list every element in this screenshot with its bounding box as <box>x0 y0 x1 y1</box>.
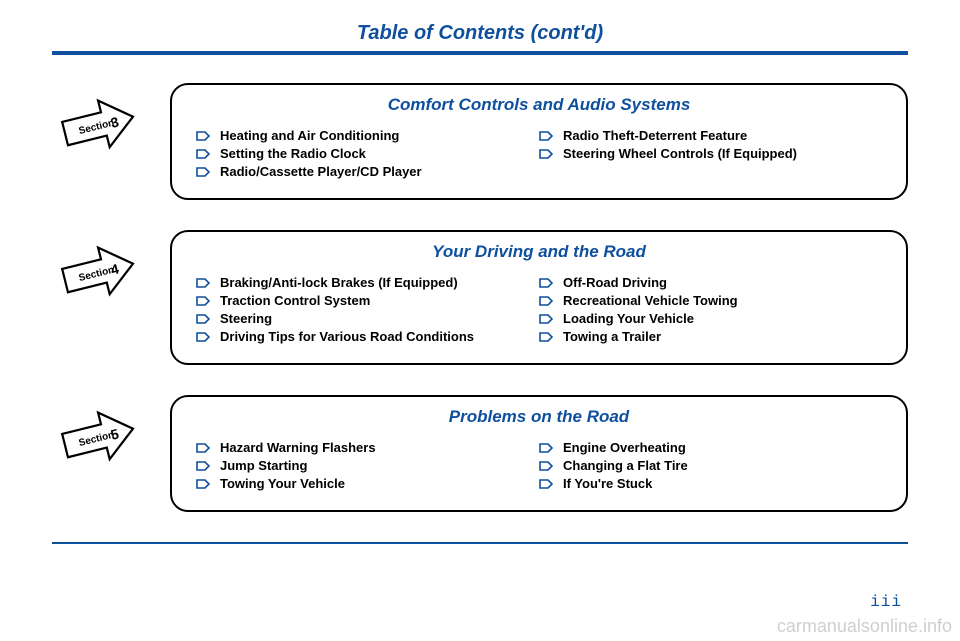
section-columns: Braking/Anti-lock Brakes (If Equipped) T… <box>196 272 882 347</box>
watermark: carmanualsonline.info <box>777 616 952 637</box>
toc-item[interactable]: Heating and Air Conditioning <box>196 128 539 143</box>
toc-item-label: Driving Tips for Various Road Conditions <box>220 329 474 344</box>
toc-item-label: Steering Wheel Controls (If Equipped) <box>563 146 797 161</box>
toc-item-label: Radio/Cassette Player/CD Player <box>220 164 422 179</box>
bullet-icon <box>539 461 553 471</box>
toc-item[interactable]: Recreational Vehicle Towing <box>539 293 882 308</box>
toc-item[interactable]: Towing a Trailer <box>539 329 882 344</box>
bullet-icon <box>539 278 553 288</box>
section-col-left: Heating and Air Conditioning Setting the… <box>196 125 539 182</box>
toc-item[interactable]: Driving Tips for Various Road Conditions <box>196 329 539 344</box>
toc-item-label: Steering <box>220 311 272 326</box>
section-col-left: Hazard Warning Flashers Jump Starting To… <box>196 437 539 494</box>
toc-item[interactable]: Radio Theft-Deterrent Feature <box>539 128 882 143</box>
bottom-divider <box>52 542 908 544</box>
toc-item[interactable]: If You're Stuck <box>539 476 882 491</box>
bullet-icon <box>539 332 553 342</box>
toc-item-label: Towing a Trailer <box>563 329 661 344</box>
toc-item[interactable]: Braking/Anti-lock Brakes (If Equipped) <box>196 275 539 290</box>
section-columns: Hazard Warning Flashers Jump Starting To… <box>196 437 882 494</box>
toc-item-label: Traction Control System <box>220 293 370 308</box>
page-number: iii <box>870 593 902 611</box>
bullet-icon <box>539 443 553 453</box>
bullet-icon <box>196 278 210 288</box>
toc-item[interactable]: Setting the Radio Clock <box>196 146 539 161</box>
section-title: Comfort Controls and Audio Systems <box>196 95 882 115</box>
toc-item[interactable]: Jump Starting <box>196 458 539 473</box>
bullet-icon <box>196 443 210 453</box>
section-arrow-icon: Section 5 <box>57 403 143 479</box>
toc-item[interactable]: Off-Road Driving <box>539 275 882 290</box>
toc-item-label: Off-Road Driving <box>563 275 667 290</box>
toc-item-label: Towing Your Vehicle <box>220 476 345 491</box>
toc-item-label: Radio Theft-Deterrent Feature <box>563 128 747 143</box>
bullet-icon <box>539 314 553 324</box>
toc-item[interactable]: Towing Your Vehicle <box>196 476 539 491</box>
toc-item[interactable]: Engine Overheating <box>539 440 882 455</box>
section-col-right: Radio Theft-Deterrent Feature Steering W… <box>539 125 882 182</box>
section-arrow: Section 3 <box>52 83 148 167</box>
section-row: Section 5 Problems on the Road Hazard Wa… <box>52 395 908 512</box>
bullet-icon <box>539 479 553 489</box>
bullet-icon <box>196 314 210 324</box>
toc-item-label: Braking/Anti-lock Brakes (If Equipped) <box>220 275 458 290</box>
toc-item-label: Hazard Warning Flashers <box>220 440 376 455</box>
section-card: Your Driving and the Road Braking/Anti-l… <box>170 230 908 365</box>
bullet-icon <box>196 461 210 471</box>
section-title: Problems on the Road <box>196 407 882 427</box>
section-arrow: Section 4 <box>52 230 148 314</box>
section-arrow: Section 5 <box>52 395 148 479</box>
bullet-icon <box>539 149 553 159</box>
bullet-icon <box>196 332 210 342</box>
section-card: Problems on the Road Hazard Warning Flas… <box>170 395 908 512</box>
section-title: Your Driving and the Road <box>196 242 882 262</box>
bullet-icon <box>196 167 210 177</box>
top-divider <box>52 51 908 55</box>
toc-item[interactable]: Steering Wheel Controls (If Equipped) <box>539 146 882 161</box>
bullet-icon <box>539 296 553 306</box>
toc-item[interactable]: Changing a Flat Tire <box>539 458 882 473</box>
bullet-icon <box>196 479 210 489</box>
toc-item-label: Setting the Radio Clock <box>220 146 366 161</box>
toc-item-label: If You're Stuck <box>563 476 652 491</box>
bullet-icon <box>196 149 210 159</box>
section-arrow-icon: Section 3 <box>57 91 143 167</box>
section-col-right: Off-Road Driving Recreational Vehicle To… <box>539 272 882 347</box>
section-row: Section 4 Your Driving and the Road Brak… <box>52 230 908 365</box>
toc-item[interactable]: Loading Your Vehicle <box>539 311 882 326</box>
section-arrow-icon: Section 4 <box>57 238 143 314</box>
sections-container: Section 3 Comfort Controls and Audio Sys… <box>52 83 908 512</box>
toc-item-label: Engine Overheating <box>563 440 686 455</box>
section-row: Section 3 Comfort Controls and Audio Sys… <box>52 83 908 200</box>
toc-item[interactable]: Traction Control System <box>196 293 539 308</box>
section-col-right: Engine Overheating Changing a Flat Tire … <box>539 437 882 494</box>
bullet-icon <box>539 131 553 141</box>
toc-item[interactable]: Radio/Cassette Player/CD Player <box>196 164 539 179</box>
toc-item[interactable]: Steering <box>196 311 539 326</box>
toc-item-label: Jump Starting <box>220 458 307 473</box>
bullet-icon <box>196 131 210 141</box>
page-title: Table of Contents (cont'd) <box>52 22 908 45</box>
section-col-left: Braking/Anti-lock Brakes (If Equipped) T… <box>196 272 539 347</box>
toc-item-label: Loading Your Vehicle <box>563 311 694 326</box>
toc-item-label: Heating and Air Conditioning <box>220 128 399 143</box>
toc-item-label: Recreational Vehicle Towing <box>563 293 738 308</box>
toc-item[interactable]: Hazard Warning Flashers <box>196 440 539 455</box>
section-card: Comfort Controls and Audio Systems Heati… <box>170 83 908 200</box>
bullet-icon <box>196 296 210 306</box>
toc-item-label: Changing a Flat Tire <box>563 458 688 473</box>
section-columns: Heating and Air Conditioning Setting the… <box>196 125 882 182</box>
